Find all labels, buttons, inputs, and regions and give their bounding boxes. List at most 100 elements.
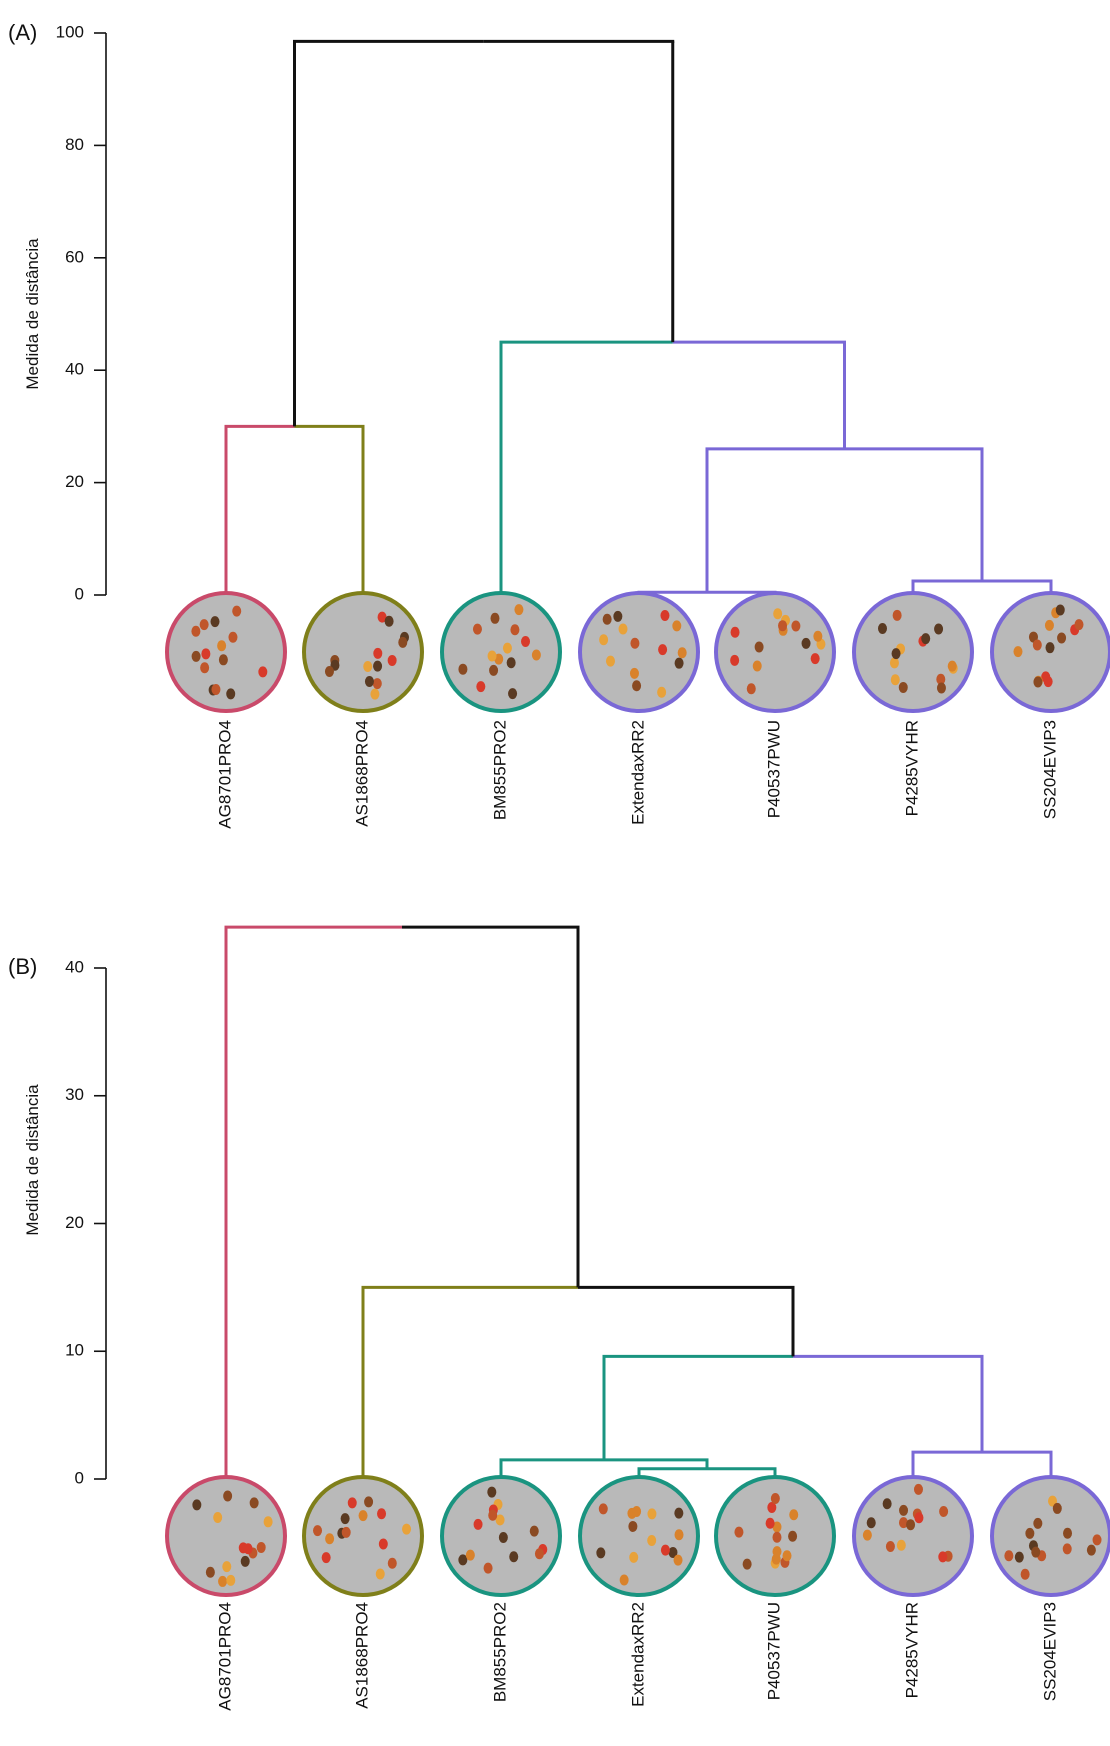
seed-mark: [1031, 1546, 1041, 1558]
seed-mark: [508, 688, 518, 700]
leaf-label: P4285VYHR: [902, 1602, 921, 1698]
seed-mark: [767, 1501, 777, 1513]
y-tick-label: 10: [65, 1341, 84, 1360]
seed-mark: [226, 688, 236, 700]
seed-mark: [788, 1530, 798, 1542]
seed-mark: [313, 1525, 323, 1537]
seed-mark: [200, 662, 210, 674]
seed-mark: [458, 663, 468, 675]
seed-mark: [458, 1554, 468, 1566]
y-tick-label: 20: [65, 1213, 84, 1232]
seed-mark: [1043, 676, 1053, 688]
seed-mark: [754, 641, 764, 653]
seed-mark: [1044, 619, 1054, 631]
seed-mark: [529, 1525, 539, 1537]
seed-mark: [1062, 1543, 1072, 1555]
seed-photo-p4285vyhr: [852, 1475, 974, 1597]
seed-mark: [674, 1507, 684, 1519]
seed-mark: [677, 647, 687, 659]
seed-mark: [509, 1551, 519, 1563]
seed-mark: [218, 1575, 228, 1587]
seed-mark: [1055, 604, 1065, 616]
seed-photo-p40537pwu: [714, 1475, 836, 1597]
seed-mark: [906, 1519, 916, 1531]
seed-mark: [801, 637, 811, 649]
seed-mark: [205, 1566, 215, 1578]
seed-photo-as1868pro4: [302, 1475, 424, 1597]
leaf-label: AG8701PRO4: [215, 720, 234, 829]
seed-photo-ring: [714, 591, 836, 713]
seed-mark: [898, 681, 908, 693]
seed-mark: [487, 1486, 497, 1498]
seed-mark: [765, 1517, 775, 1529]
seed-mark: [249, 1497, 259, 1509]
seed-mark: [1057, 632, 1067, 644]
seed-mark: [730, 626, 740, 638]
seed-mark: [660, 610, 670, 622]
seed-mark: [947, 660, 957, 672]
seed-mark: [772, 1531, 782, 1543]
seed-mark: [472, 623, 482, 635]
seed-mark: [1063, 1527, 1073, 1539]
seed-mark: [377, 1508, 387, 1520]
seed-mark: [373, 660, 383, 672]
leaf-label: AG8701PRO4: [215, 1602, 234, 1711]
seed-mark: [384, 615, 394, 627]
seed-photo-ring: [852, 591, 974, 713]
seed-mark: [256, 1541, 266, 1553]
seed-mark: [1014, 1551, 1024, 1563]
seed-mark: [877, 622, 887, 634]
seed-mark: [377, 611, 387, 623]
seed-mark: [773, 608, 783, 620]
seed-mark: [752, 660, 762, 672]
seed-mark: [476, 681, 486, 693]
seed-mark: [375, 1568, 385, 1580]
seed-mark: [674, 657, 684, 669]
seed-mark: [628, 1520, 638, 1532]
seed-mark: [347, 1497, 357, 1509]
seed-mark: [1092, 1534, 1102, 1546]
seed-mark: [1013, 646, 1023, 658]
seed-mark: [232, 605, 242, 617]
seed-mark: [866, 1517, 876, 1529]
seed-mark: [936, 682, 946, 694]
seed-photo-ring: [578, 1475, 700, 1597]
y-tick-label: 80: [65, 135, 84, 154]
seed-mark: [660, 1544, 670, 1556]
seed-mark: [1048, 1495, 1058, 1507]
seed-mark: [378, 1538, 388, 1550]
seed-mark: [490, 612, 500, 624]
seed-mark: [629, 667, 639, 679]
seed-mark: [730, 654, 740, 666]
seed-mark: [398, 636, 408, 648]
seed-photo-as1868pro4: [302, 591, 424, 713]
y-axis-title: Medida de distância: [23, 238, 42, 390]
y-tick-label: 40: [65, 360, 84, 379]
seed-photo-bm855pro2: [440, 591, 562, 713]
leaf-label: BM855PRO2: [490, 720, 509, 820]
seed-mark: [605, 655, 615, 667]
seed-photo-ag8701pro4: [165, 1475, 287, 1597]
seed-mark: [862, 1529, 872, 1541]
seed-mark: [772, 1521, 782, 1533]
seed-mark: [629, 1551, 639, 1563]
seed-mark: [218, 654, 228, 666]
dendrogram-panel-b: (B) 0 10 20 30 40 Medida de distância AG8701PRO…: [8, 925, 1110, 1711]
y-tick-label: 20: [65, 472, 84, 491]
leaf-label: AS1868PRO4: [352, 720, 371, 827]
seed-mark: [668, 1546, 678, 1558]
seed-mark: [882, 1498, 892, 1510]
seed-mark: [258, 666, 268, 678]
seed-mark: [211, 683, 221, 695]
seed-photo-p4285vyhr: [852, 591, 974, 713]
seed-mark: [619, 1574, 629, 1586]
seed-mark: [321, 1552, 331, 1564]
seed-mark: [263, 1516, 273, 1528]
seed-photo-bm855pro2: [440, 1475, 562, 1597]
seed-mark: [199, 619, 209, 631]
seed-mark: [213, 1511, 223, 1523]
seed-mark: [531, 649, 541, 661]
y-tick-label: 0: [75, 584, 84, 603]
leaf-label: SS204EVIP3: [1040, 720, 1059, 819]
